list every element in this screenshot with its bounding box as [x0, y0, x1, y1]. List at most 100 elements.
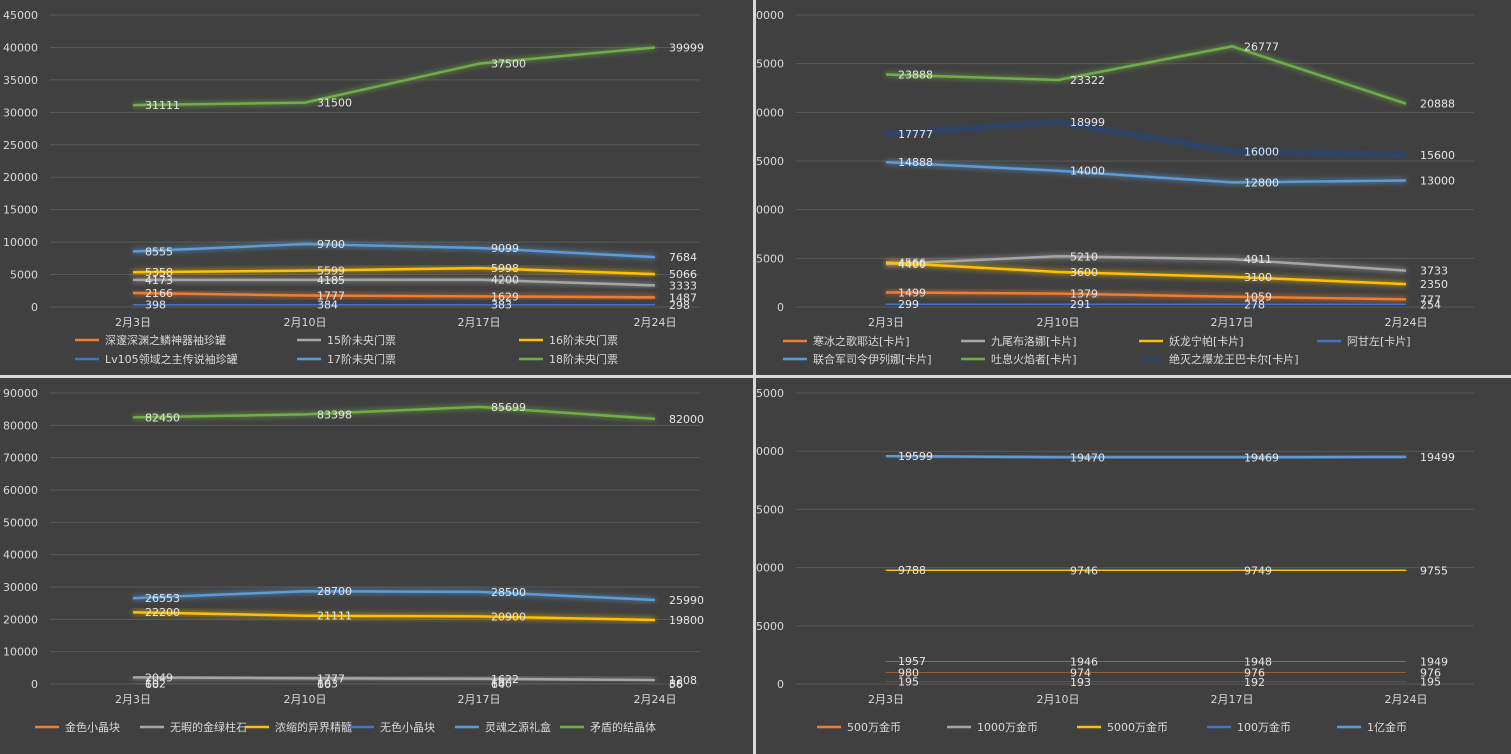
data-label: 980: [898, 667, 919, 680]
y-tick-label: 0: [777, 678, 784, 691]
data-label: 14888: [898, 156, 933, 169]
data-label: 23888: [898, 68, 933, 81]
x-tick-label: 2月10日: [1037, 316, 1080, 329]
data-label: 16000: [1244, 145, 1279, 158]
legend-item: 15阶未央门票: [297, 333, 396, 347]
y-tick-label: 5000: [10, 269, 38, 282]
data-label: 102: [145, 678, 166, 691]
data-label: 192: [1244, 676, 1265, 689]
data-label: 1379: [1070, 288, 1098, 301]
data-label: 5066: [669, 268, 697, 281]
legend-label: 500万金币: [847, 720, 901, 734]
data-label: 26553: [145, 592, 180, 605]
legend-item: 妖龙宁帕[卡片]: [1139, 334, 1244, 348]
data-label: 9755: [1420, 564, 1448, 577]
y-tick-label: 40000: [3, 41, 38, 54]
y-tick-label: 20000: [3, 613, 38, 626]
series-line-1: [885, 291, 1407, 301]
data-label: 9788: [898, 564, 926, 577]
series-line-5: [885, 160, 1407, 184]
data-label: 19800: [669, 614, 704, 627]
legend-label: 妖龙宁帕[卡片]: [1169, 334, 1244, 348]
legend-item: 阿甘左[卡片]: [1317, 335, 1411, 348]
data-label: 103: [317, 678, 338, 691]
data-label: 2350: [1420, 278, 1448, 291]
data-label: 195: [1420, 676, 1441, 689]
y-tick-label: 0: [31, 678, 38, 691]
series-line-3: [132, 610, 656, 622]
x-tick-label: 2月24日: [634, 693, 677, 706]
legend-label: 无暇的金绿柱石: [170, 720, 247, 734]
x-tick-label: 2月17日: [1211, 693, 1254, 706]
y-tick-label: 10000: [3, 236, 38, 249]
legend-item: 九尾布洛娜[卡片]: [961, 334, 1077, 348]
y-tick-label: 10000: [756, 204, 784, 217]
x-tick-label: 2月24日: [1385, 316, 1428, 329]
legend-label: 吐息火焰者[卡片]: [991, 352, 1077, 366]
data-label: 19470: [1070, 451, 1105, 464]
legend-item: 1000万金币: [947, 720, 1038, 734]
series-line-3: [885, 261, 1407, 286]
data-label: 21111: [317, 610, 352, 623]
data-label: 1948: [1244, 655, 1272, 668]
data-label: 4400: [898, 258, 926, 271]
y-tick-label: 20000: [756, 445, 784, 458]
x-tick-label: 2月10日: [284, 693, 327, 706]
legend-item: 灵魂之源礼盒: [455, 720, 551, 734]
data-label: 1949: [1420, 655, 1448, 668]
legend-label: 联合军司令伊列娜[卡片]: [813, 352, 932, 366]
data-label: 19599: [898, 450, 933, 463]
y-tick-label: 80000: [3, 419, 38, 432]
data-label: 66: [317, 678, 331, 691]
data-label: 5998: [491, 262, 519, 275]
chart-svg-1: 0 5000 10000 15000 20000 25000 30000 35000 40000…: [3, 9, 704, 366]
data-label: 9700: [317, 238, 345, 251]
legend-label: 16阶未央门票: [549, 333, 618, 347]
chart-panel-1: 0 5000 10000 15000 20000 25000 30000 35000 40000…: [0, 0, 753, 375]
legend-item: 17阶未央门票: [297, 352, 396, 366]
legend-label: 九尾布洛娜[卡片]: [991, 334, 1077, 348]
series-line-6: [132, 405, 656, 421]
series-line-2: [132, 676, 656, 682]
series-line-5: [885, 454, 1407, 459]
data-label: 5599: [317, 265, 345, 278]
data-label: 26777: [1244, 40, 1279, 53]
y-tick-label: 15000: [756, 503, 784, 516]
data-label: 100: [491, 678, 512, 691]
data-label: 1629: [491, 290, 519, 303]
legend-label: 灵魂之源礼盒: [485, 720, 551, 734]
data-label: 8555: [145, 245, 173, 258]
data-label: 64: [491, 678, 505, 691]
legend-label: 18阶未央门票: [549, 352, 618, 366]
legend-item: 1亿金币: [1337, 720, 1407, 734]
data-label: 4173: [145, 274, 173, 287]
data-label: 3333: [669, 279, 697, 292]
data-label: 18999: [1070, 116, 1105, 129]
legend-item: Lv105领域之主传说袖珍罐: [75, 352, 238, 366]
y-tick-label: 90000: [3, 387, 38, 400]
legend-item: 16阶未央门票: [519, 333, 618, 347]
data-label: 3100: [1244, 271, 1272, 284]
data-label: 195: [898, 676, 919, 689]
y-tick-label: 0: [777, 301, 784, 314]
data-label: 1059: [1244, 291, 1272, 304]
series-line-2: [885, 255, 1407, 272]
data-label: 12800: [1244, 176, 1279, 189]
y-tick-label: 40000: [3, 549, 38, 562]
x-tick-label: 2月17日: [1211, 316, 1254, 329]
series-line-2: [132, 278, 656, 287]
x-tick-label: 2月17日: [458, 316, 501, 329]
data-label: 20888: [1420, 98, 1455, 111]
x-tick-label: 2月3日: [868, 316, 904, 329]
data-label: 13000: [1420, 174, 1455, 187]
legend-item: 吐息火焰者[卡片]: [961, 352, 1077, 366]
data-label: 28500: [491, 586, 526, 599]
series-line-6: [132, 46, 656, 107]
y-tick-label: 5000: [756, 252, 784, 265]
data-label: 974: [1070, 667, 1091, 680]
data-label: 2049: [145, 671, 173, 684]
x-tick-label: 2月3日: [115, 316, 151, 329]
y-tick-label: 70000: [3, 452, 38, 465]
legend-label: 1000万金币: [977, 720, 1038, 734]
data-label: 1946: [1070, 655, 1098, 668]
